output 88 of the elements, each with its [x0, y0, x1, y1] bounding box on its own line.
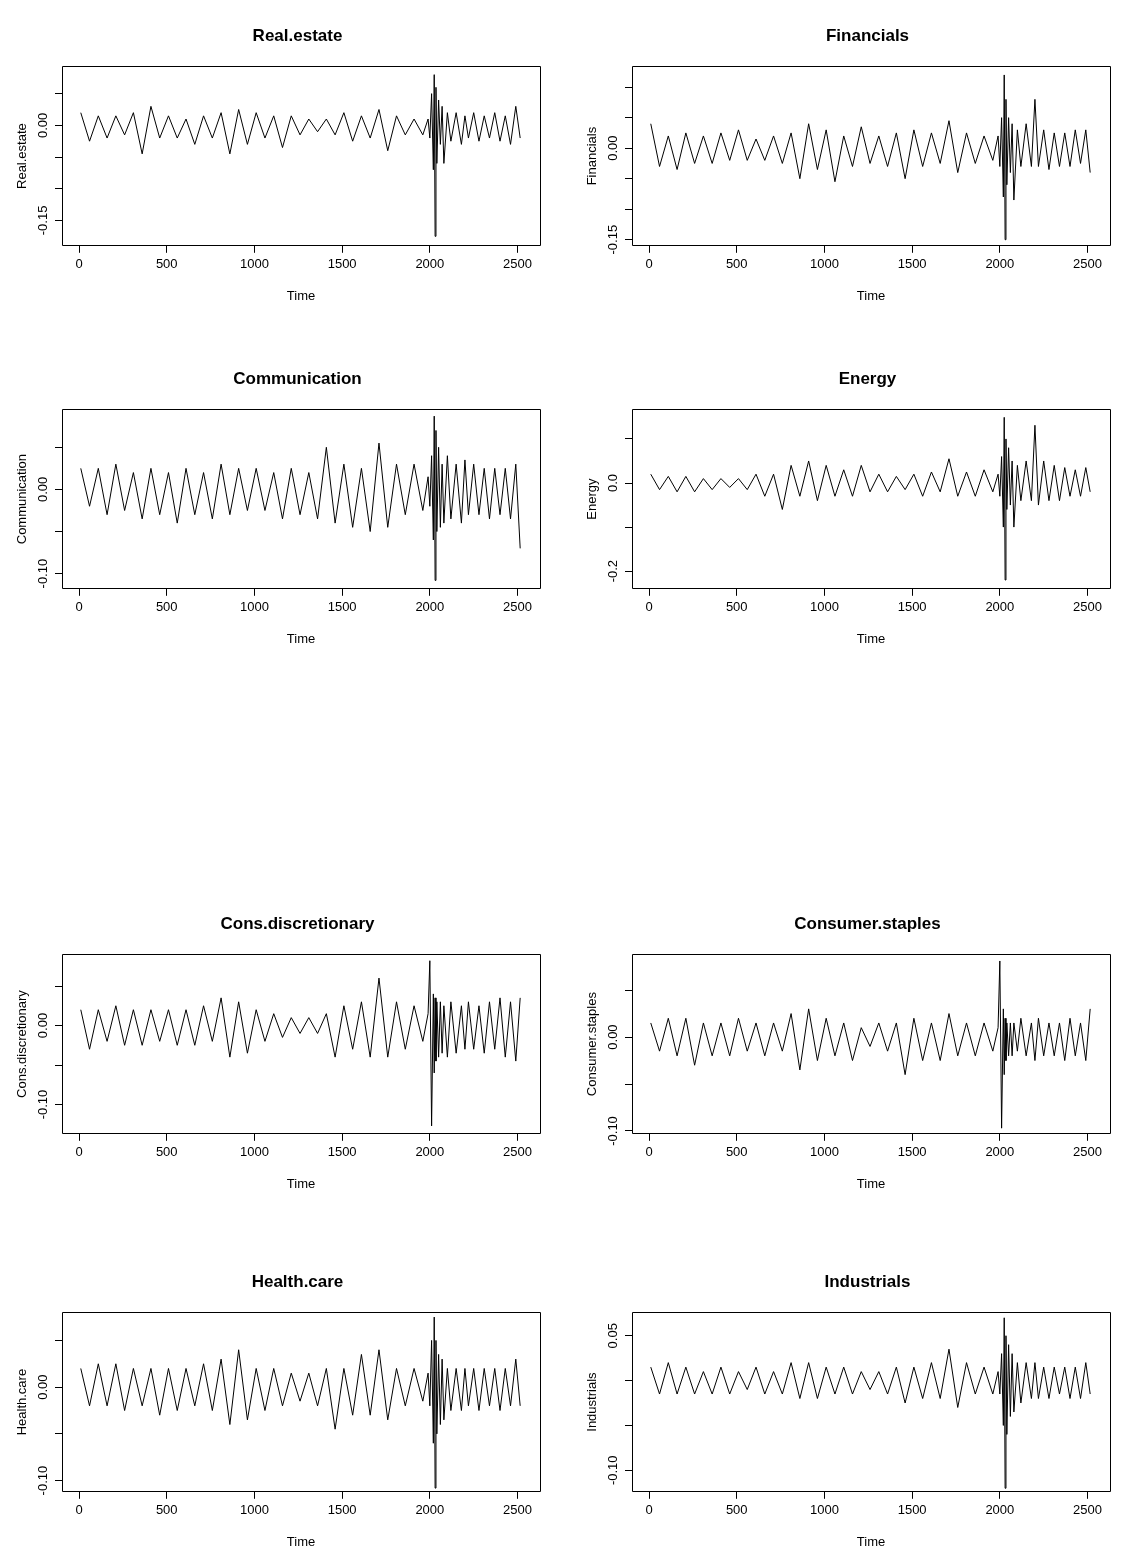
y-axis-title: Financials: [583, 126, 599, 186]
x-tick-label: 1000: [809, 1144, 839, 1160]
y-axis-title: Consumer.staples: [583, 991, 599, 1097]
x-tick-label: 0: [75, 256, 83, 272]
x-tick-label: 500: [155, 256, 178, 272]
x-tick-label: 1500: [897, 1144, 927, 1160]
x-tick-label: 2000: [985, 1144, 1015, 1160]
x-axis-title: Time: [856, 1533, 886, 1549]
x-tick-label: 1000: [809, 599, 839, 615]
chart-title: Consumer.staples: [794, 913, 941, 933]
y-tick-label: 0.00: [35, 112, 51, 139]
x-axis-title: Time: [286, 1533, 316, 1549]
x-tick-label: 1000: [239, 256, 269, 272]
y-tick-label: 0.00: [35, 1374, 51, 1400]
x-tick-label: 2500: [503, 256, 533, 272]
x-tick-label: 2500: [1073, 1502, 1103, 1518]
y-axis-title: Cons.discretionary: [13, 989, 29, 1098]
chart-title: Real.estate: [252, 25, 343, 45]
x-tick-label: 2500: [1073, 599, 1103, 615]
y-axis-title: Health.care: [13, 1368, 29, 1436]
x-tick-label: 2500: [503, 599, 533, 615]
chart-title: Financials: [825, 25, 910, 45]
x-tick-label: 2500: [1073, 1144, 1103, 1160]
x-tick-label: 0: [645, 1502, 653, 1518]
y-tick-label: 0.00: [605, 1024, 621, 1050]
x-tick-label: 2500: [503, 1502, 533, 1518]
y-tick-label: -0.10: [35, 1465, 51, 1496]
chart-title: Industrials: [824, 1271, 911, 1291]
y-tick-label: -0.10: [605, 1455, 621, 1486]
y-tick-label: 0.00: [605, 135, 621, 161]
x-tick-label: 2000: [415, 1144, 445, 1160]
x-axis-title: Time: [856, 1175, 886, 1191]
x-tick-label: 0: [75, 1502, 83, 1518]
y-tick-label: -0.15: [605, 224, 621, 255]
x-tick-label: 2000: [415, 256, 445, 272]
x-axis-title: Time: [286, 287, 316, 303]
x-tick-label: 2500: [1073, 256, 1103, 272]
y-tick-label: -0.10: [605, 1116, 621, 1146]
x-tick-label: 1500: [327, 1502, 357, 1518]
x-axis-title: Time: [286, 630, 316, 646]
x-tick-label: 1500: [897, 256, 927, 272]
y-tick-label: -0.15: [35, 205, 51, 236]
x-tick-label: 500: [725, 256, 748, 272]
x-tick-label: 500: [725, 1502, 748, 1518]
x-tick-label: 1500: [327, 1144, 357, 1160]
x-tick-label: 500: [725, 1144, 748, 1160]
chart-title: Health.care: [251, 1271, 344, 1291]
x-tick-label: 2000: [985, 599, 1015, 615]
x-tick-label: 500: [155, 1502, 178, 1518]
x-tick-label: 500: [155, 1144, 178, 1160]
y-tick-label: -0.10: [35, 558, 51, 589]
y-tick-label: 0.0: [605, 473, 621, 493]
y-tick-label: 0.05: [605, 1323, 621, 1349]
x-tick-label: 2500: [503, 1144, 533, 1160]
x-tick-label: 0: [75, 599, 83, 615]
x-tick-label: 0: [75, 1144, 83, 1160]
y-tick-label: 0.00: [35, 476, 51, 503]
x-tick-label: 2000: [985, 256, 1015, 272]
x-tick-label: 1500: [327, 599, 357, 615]
x-tick-label: 0: [645, 1144, 653, 1160]
x-tick-label: 500: [725, 599, 748, 615]
x-tick-label: 2000: [415, 599, 445, 615]
x-tick-label: 1000: [809, 1502, 839, 1518]
x-tick-label: 0: [645, 256, 653, 272]
x-tick-label: 500: [155, 599, 178, 615]
y-axis-title: Real.estate: [13, 123, 29, 189]
y-axis-title: Industrials: [583, 1371, 599, 1432]
x-tick-label: 1000: [239, 1502, 269, 1518]
x-axis-title: Time: [286, 1175, 316, 1191]
x-tick-label: 1000: [239, 1144, 269, 1160]
y-axis-title: Energy: [583, 478, 599, 520]
x-tick-label: 2000: [985, 1502, 1015, 1518]
y-tick-label: -0.2: [605, 559, 621, 583]
y-axis-title: Communication: [13, 453, 29, 545]
x-tick-label: 1500: [327, 256, 357, 272]
x-tick-label: 1500: [897, 599, 927, 615]
y-tick-label: 0.00: [35, 1012, 51, 1039]
x-tick-label: 2000: [415, 1502, 445, 1518]
chart-title: Energy: [838, 368, 897, 388]
chart-title: Communication: [233, 368, 362, 388]
x-axis-title: Time: [856, 287, 886, 303]
y-tick-label: -0.10: [35, 1089, 51, 1120]
x-tick-label: 1500: [897, 1502, 927, 1518]
x-axis-title: Time: [856, 630, 886, 646]
chart-title: Cons.discretionary: [220, 913, 376, 933]
x-tick-label: 0: [645, 599, 653, 615]
x-tick-label: 1000: [809, 256, 839, 272]
x-tick-label: 1000: [239, 599, 269, 615]
